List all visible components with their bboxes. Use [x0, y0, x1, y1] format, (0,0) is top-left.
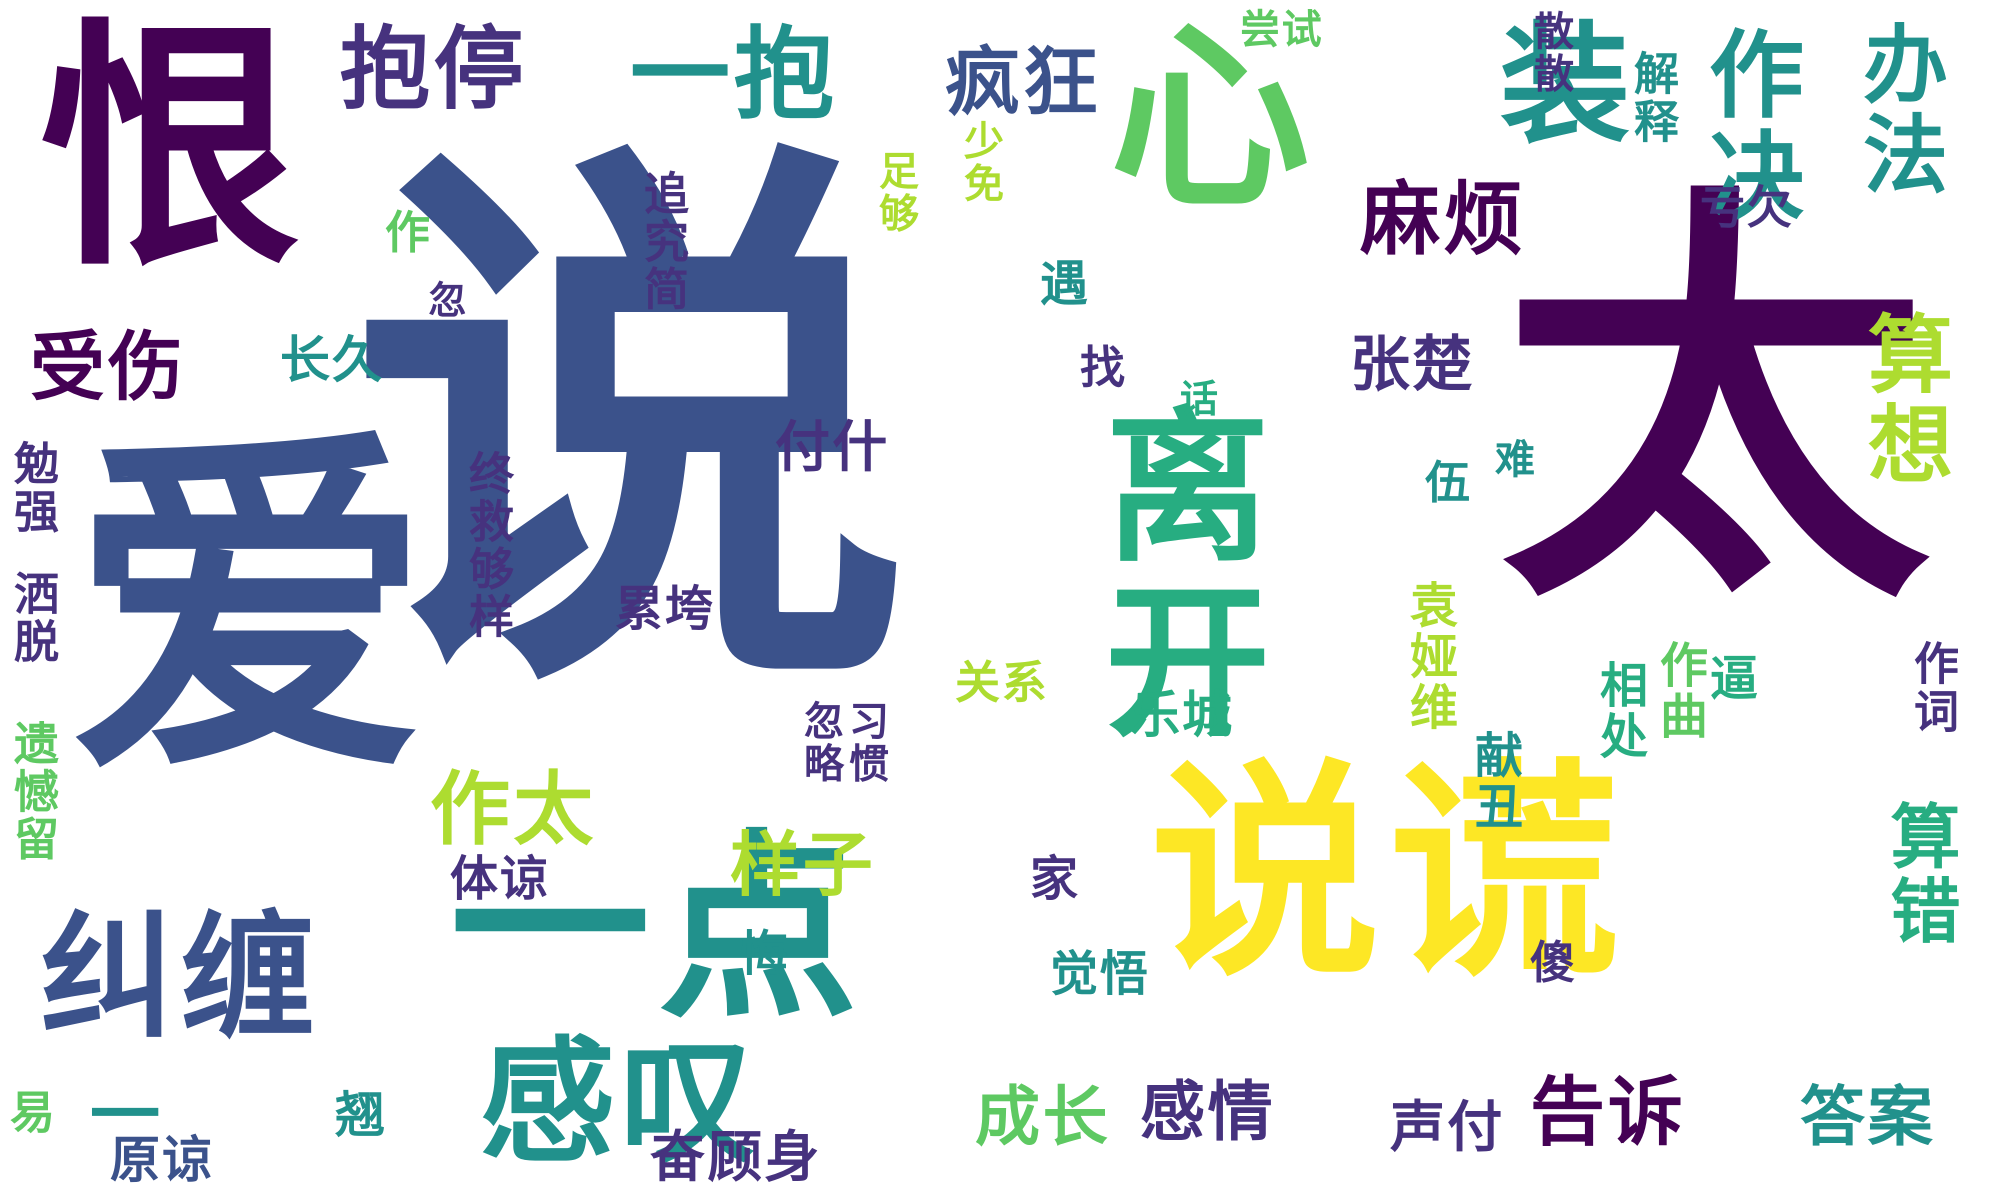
word-yibao: 一抱 — [630, 16, 838, 133]
word-likai: 离开 — [1077, 400, 1269, 750]
word-hui: 悔 — [740, 926, 790, 982]
word-hulue: 忽略 — [797, 700, 843, 785]
word-changjiu: 长久 — [280, 331, 384, 389]
word-suanxiang: 算想 — [1853, 310, 1952, 491]
word-shengfu: 声付 — [1390, 1095, 1505, 1159]
word-suancuo: 算错 — [1879, 800, 1961, 949]
word-mafan: 麻烦 — [1360, 173, 1527, 266]
word-zhuijiujian: 追究简 — [636, 170, 689, 314]
word-jieshi: 解释 — [1626, 50, 1679, 146]
word-fushen: 付什 — [775, 415, 890, 479]
word-satuo: 洒脱 — [6, 570, 59, 666]
word-zuoqu: 作曲 — [1651, 640, 1707, 742]
word-xin: 心 — [1110, 3, 1319, 236]
word-kuiqian: 亏欠 — [1700, 181, 1794, 234]
word-yidian: 一点 — [450, 813, 867, 1046]
word-guanxi: 关系 — [955, 656, 1049, 709]
word-xiangchu: 相处 — [1591, 660, 1647, 762]
word-baoting: 抱停 — [340, 17, 528, 122]
word-zuo: 作 — [385, 206, 432, 259]
word-nan: 难 — [1495, 437, 1537, 483]
word-zhuang: 装 — [1500, 9, 1636, 161]
word-fengkuang: 疯狂 — [945, 38, 1102, 126]
word-leikua: 累垮 — [615, 581, 715, 637]
word-tai: 太 — [1500, 155, 1948, 655]
word-mianqiang: 勉强 — [6, 440, 59, 536]
word-xiguan: 习惯 — [842, 700, 888, 785]
word-changshi: 尝试 — [1240, 7, 1324, 53]
word-hu: 忽 — [422, 280, 466, 321]
word-zuojue: 作决 — [1693, 25, 1803, 227]
word-ganqing: 感情 — [1140, 1075, 1276, 1150]
word-shoushang: 受伤 — [30, 323, 187, 411]
word-jia: 家 — [1030, 851, 1080, 907]
word-wu: 伍 — [1425, 456, 1472, 509]
word-yuanliang: 原谅 — [110, 1131, 214, 1189]
word-zhangchu: 张楚 — [1350, 330, 1475, 400]
word-gaosu: 告诉 — [1530, 1068, 1687, 1156]
word-fenguishen: 奋顾身 — [650, 1125, 822, 1189]
word-xianchou: 献丑 — [1466, 730, 1522, 832]
word-shuohuang: 说谎 — [1150, 741, 1629, 1008]
word-hua: 话 — [1180, 377, 1220, 421]
word-lecheng: 乐城 — [1130, 686, 1234, 744]
word-zhao: 找 — [1080, 341, 1127, 394]
word-chengzhang: 成长 — [975, 1080, 1111, 1155]
word-zhongjiugouyang: 终救够样 — [461, 450, 514, 641]
word-daan: 答案 — [1800, 1080, 1936, 1155]
word-hen: 恨 — [40, 0, 311, 301]
word-yu: 遇 — [1040, 256, 1090, 312]
word-yi-easy: 易 — [10, 1086, 57, 1139]
word-zuotai: 作太 — [430, 763, 597, 856]
word-zugou: 足够 — [872, 150, 918, 235]
word-qiao: 翘 — [335, 1086, 387, 1144]
word-sansan: 散散 — [1527, 10, 1573, 95]
word-yangzi: 样子 — [730, 824, 876, 906]
word-yi-one: 一 — [90, 1074, 163, 1156]
word-shaomian: 少免 — [957, 120, 1003, 205]
word-banfa: 办法 — [1848, 20, 1947, 201]
word-yuanyawei: 袁娅维 — [1401, 580, 1457, 733]
word-ai: 爱 — [70, 400, 445, 819]
word-tiliang: 体谅 — [450, 851, 550, 907]
word-yihanliu: 遗憾留 — [6, 720, 59, 864]
word-bi: 逼 — [1710, 651, 1760, 707]
word-sha: 傻 — [1530, 936, 1577, 989]
word-gantan: 感叹 — [480, 1024, 761, 1181]
word-jiuchan: 纠缠 — [40, 899, 321, 1056]
word-shuo: 说 — [350, 104, 933, 756]
word-zuoci: 作词 — [1906, 640, 1959, 736]
word-juewu: 觉悟 — [1050, 946, 1150, 1002]
